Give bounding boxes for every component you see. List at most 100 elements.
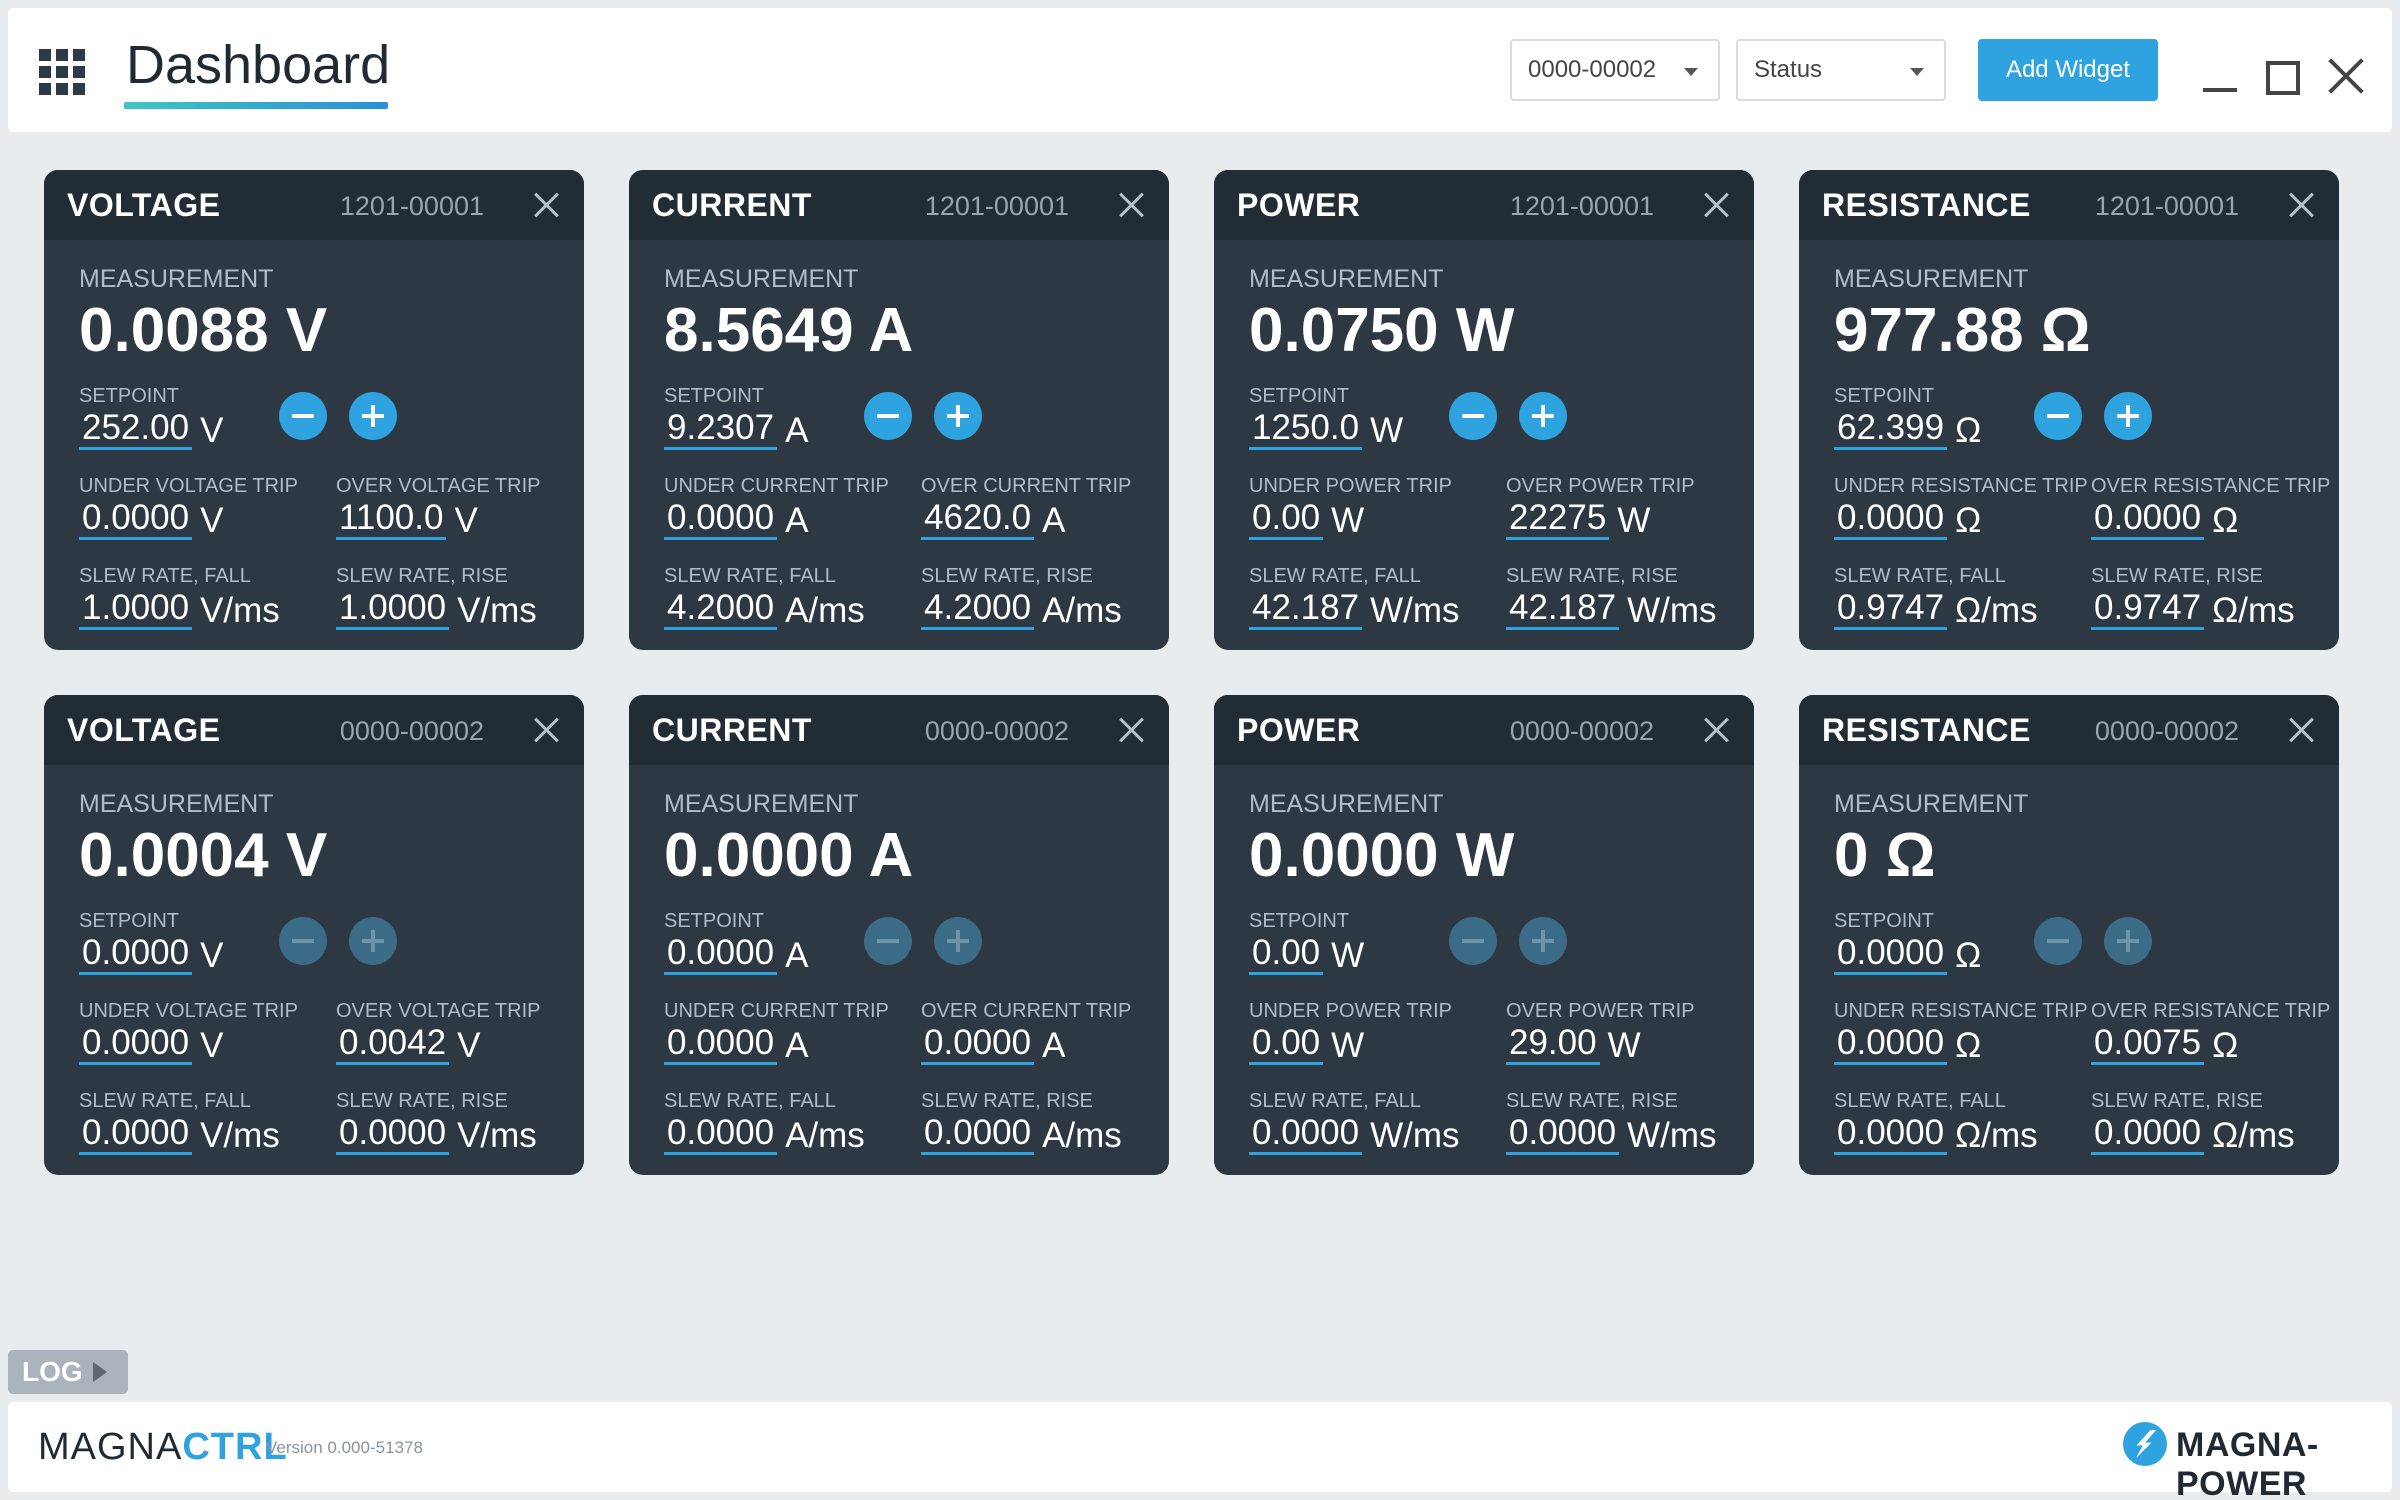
slew-rise-input[interactable]: 0.0000 <box>1506 1114 1620 1155</box>
close-icon[interactable] <box>2285 712 2319 746</box>
setpoint-input[interactable]: 0.00 <box>1249 934 1324 975</box>
slew-rise-unit: V/ms <box>457 1116 537 1155</box>
over-trip-field: 0.0000 Ω <box>2091 499 2238 540</box>
decrement-button[interactable] <box>279 392 327 440</box>
device-select[interactable]: 0000-00002 <box>1510 39 1720 101</box>
under-trip-input[interactable]: 0.0000 <box>79 1024 193 1065</box>
slew-rise-input[interactable]: 4.2000 <box>921 589 1035 630</box>
widget-device-id: 1201-00001 <box>2094 191 2239 221</box>
over-trip-unit: A <box>1042 1026 1066 1065</box>
slew-rise-unit: W/ms <box>1627 1116 1717 1155</box>
over-trip-input[interactable]: 1100.0 <box>336 499 447 540</box>
slew-rise-input[interactable]: 42.187 <box>1506 589 1620 630</box>
setpoint-input[interactable]: 252.00 <box>79 409 193 450</box>
setpoint-input[interactable]: 1250.0 <box>1249 409 1363 450</box>
maximize-icon[interactable] <box>2266 61 2300 95</box>
setpoint-input[interactable]: 0.0000 <box>79 934 193 975</box>
slew-rise-input[interactable]: 1.0000 <box>336 589 450 630</box>
decrement-button[interactable] <box>1449 917 1497 965</box>
decrement-button[interactable] <box>2034 392 2082 440</box>
close-icon[interactable] <box>530 187 564 221</box>
under-trip-label: UNDER CURRENT TRIP <box>664 475 889 497</box>
widget-card-resistance: RESISTANCE 0000-00002 MEASUREMENT 0 Ω SETPOI… <box>1799 695 2339 1175</box>
over-trip-unit: A <box>1042 501 1066 540</box>
slew-rise-unit: Ω/ms <box>2212 1116 2295 1155</box>
over-trip-input[interactable]: 0.0075 <box>2091 1024 2205 1065</box>
slew-rise-input[interactable]: 0.9747 <box>2091 589 2205 630</box>
decrement-button[interactable] <box>864 392 912 440</box>
over-trip-input[interactable]: 22275 <box>1506 499 1610 540</box>
increment-button[interactable] <box>934 917 982 965</box>
app-footer: MAGNACTRL Version 0.000-51378 MAGNA-POWE… <box>8 1402 2392 1500</box>
slew-fall-input[interactable]: 42.187 <box>1249 589 1363 630</box>
increment-button[interactable] <box>1519 917 1567 965</box>
close-icon[interactable] <box>530 712 564 746</box>
close-icon[interactable] <box>2285 187 2319 221</box>
setpoint-input[interactable]: 9.2307 <box>664 409 778 450</box>
under-trip-label: UNDER RESISTANCE TRIP <box>1834 475 2088 497</box>
close-icon[interactable] <box>1700 187 1734 221</box>
slew-rise-field: 0.0000 Ω/ms <box>2091 1114 2295 1155</box>
slew-fall-input[interactable]: 0.0000 <box>664 1114 778 1155</box>
increment-button[interactable] <box>934 392 982 440</box>
over-trip-input[interactable]: 0.0000 <box>2091 499 2205 540</box>
setpoint-field: 0.00 W <box>1249 934 1364 975</box>
decrement-button[interactable] <box>864 917 912 965</box>
under-trip-field: 0.00 W <box>1249 1024 1364 1065</box>
slew-fall-field: 0.0000 V/ms <box>79 1114 280 1155</box>
under-trip-input[interactable]: 0.0000 <box>1834 499 1948 540</box>
close-icon[interactable] <box>1700 712 1734 746</box>
slew-fall-input[interactable]: 0.0000 <box>1834 1114 1948 1155</box>
decrement-button[interactable] <box>2034 917 2082 965</box>
widget-card-resistance: RESISTANCE 1201-00001 MEASUREMENT 977.88 Ω S… <box>1799 170 2339 650</box>
under-trip-input[interactable]: 0.00 <box>1249 499 1324 540</box>
under-trip-label: UNDER POWER TRIP <box>1249 475 1452 497</box>
slew-rise-input[interactable]: 0.0000 <box>921 1114 1035 1155</box>
over-trip-input[interactable]: 0.0042 <box>336 1024 450 1065</box>
setpoint-input[interactable]: 0.0000 <box>664 934 778 975</box>
slew-rise-label: SLEW RATE, RISE <box>921 1090 1093 1112</box>
under-trip-input[interactable]: 0.0000 <box>664 1024 778 1065</box>
widget-header: RESISTANCE 1201-00001 <box>1799 170 2339 240</box>
status-select[interactable]: Status <box>1736 39 1946 101</box>
decrement-button[interactable] <box>1449 392 1497 440</box>
close-icon[interactable] <box>1115 712 1149 746</box>
title-underline <box>124 102 388 109</box>
play-icon <box>92 1362 107 1382</box>
setpoint-input[interactable]: 62.399 <box>1834 409 1948 450</box>
decrement-button[interactable] <box>279 917 327 965</box>
over-trip-input[interactable]: 4620.0 <box>921 499 1035 540</box>
setpoint-input[interactable]: 0.0000 <box>1834 934 1948 975</box>
under-trip-input[interactable]: 0.0000 <box>664 499 778 540</box>
widget-title: POWER <box>1237 187 1361 223</box>
setpoint-field: 1250.0 W <box>1249 409 1403 450</box>
slew-fall-input[interactable]: 4.2000 <box>664 589 778 630</box>
increment-button[interactable] <box>2104 392 2152 440</box>
slew-rise-input[interactable]: 0.0000 <box>2091 1114 2205 1155</box>
close-icon[interactable] <box>1115 187 1149 221</box>
over-trip-input[interactable]: 0.0000 <box>921 1024 1035 1065</box>
increment-button[interactable] <box>1519 392 1567 440</box>
setpoint-unit: A <box>785 411 809 450</box>
widget-header: CURRENT 1201-00001 <box>629 170 1169 240</box>
increment-button[interactable] <box>2104 917 2152 965</box>
under-trip-input[interactable]: 0.0000 <box>79 499 193 540</box>
slew-rise-field: 42.187 W/ms <box>1506 589 1716 630</box>
slew-fall-input[interactable]: 1.0000 <box>79 589 193 630</box>
setpoint-unit: V <box>200 936 224 975</box>
apps-grid-icon[interactable] <box>39 49 85 95</box>
widget-device-id: 0000-00002 <box>1509 716 1654 746</box>
slew-fall-input[interactable]: 0.0000 <box>1249 1114 1363 1155</box>
log-toggle-button[interactable]: LOG <box>8 1350 128 1394</box>
minimize-icon[interactable] <box>2203 88 2237 92</box>
under-trip-input[interactable]: 0.00 <box>1249 1024 1324 1065</box>
increment-button[interactable] <box>349 917 397 965</box>
slew-fall-input[interactable]: 0.9747 <box>1834 589 1948 630</box>
over-trip-label: OVER RESISTANCE TRIP <box>2091 475 2331 497</box>
slew-rise-input[interactable]: 0.0000 <box>336 1114 450 1155</box>
over-trip-input[interactable]: 29.00 <box>1506 1024 1600 1065</box>
slew-fall-input[interactable]: 0.0000 <box>79 1114 193 1155</box>
under-trip-input[interactable]: 0.0000 <box>1834 1024 1948 1065</box>
add-widget-button[interactable]: Add Widget <box>1978 39 2158 101</box>
increment-button[interactable] <box>349 392 397 440</box>
